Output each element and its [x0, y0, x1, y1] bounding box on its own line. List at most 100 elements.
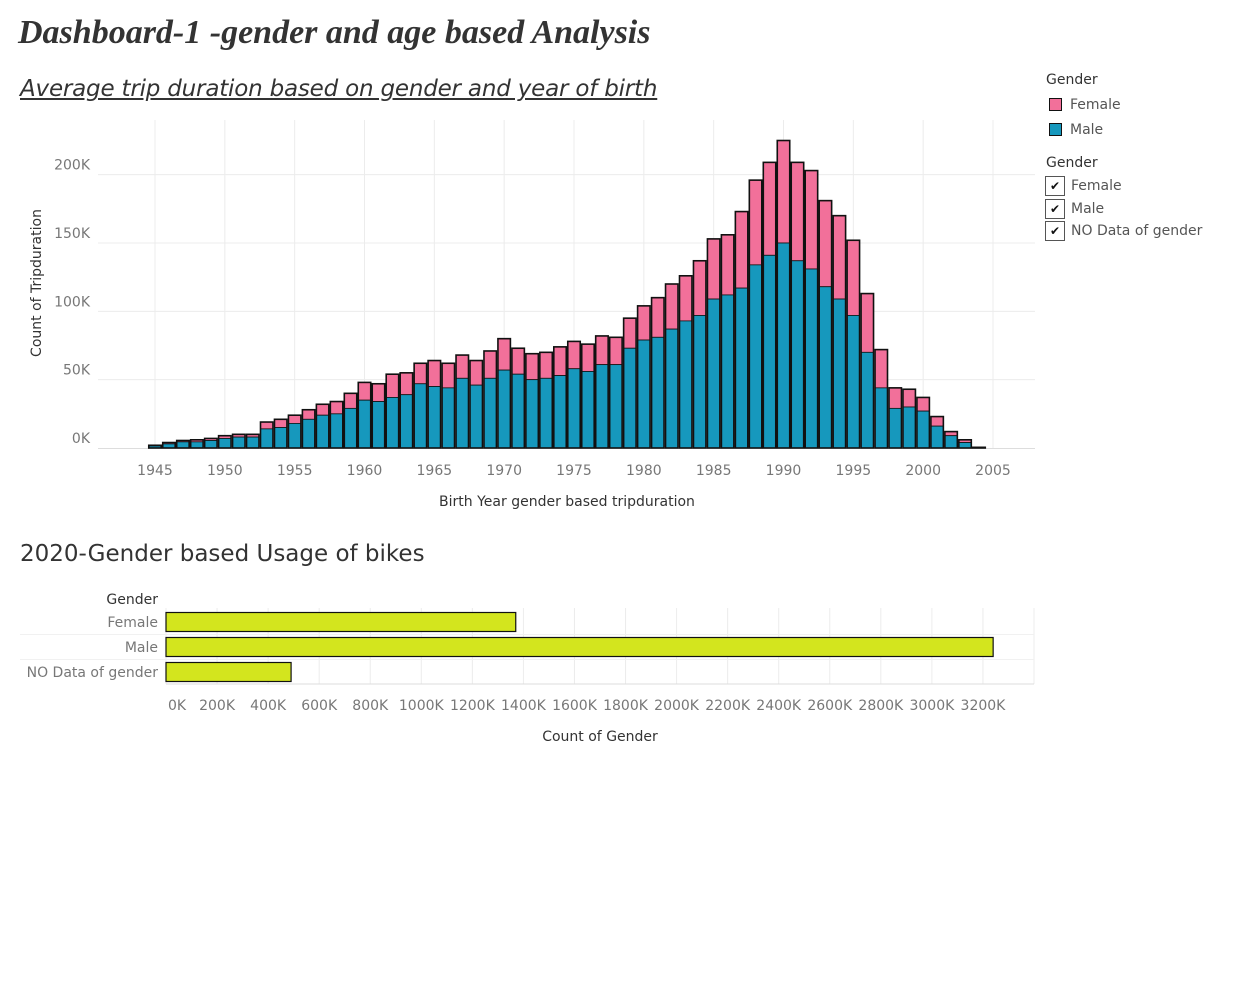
y-tick-label: 0K — [72, 431, 91, 447]
chart-title-gender-usage: 2020-Gender based Usage of bikes — [20, 541, 425, 567]
bar-outline — [371, 382, 386, 449]
bar-outline — [790, 161, 805, 449]
x-tick-label: 1950 — [207, 463, 243, 479]
dashboard-title: Dashboard-1 -gender and age based Analys… — [18, 14, 651, 51]
filter-label-no-data: NO Data of gender — [1071, 223, 1203, 240]
bar-outline — [147, 444, 163, 449]
x-tick-label: 1995 — [836, 463, 872, 479]
bar-outline — [650, 296, 665, 449]
bar-outline — [511, 347, 526, 449]
bar-outline — [818, 199, 833, 449]
x-tick-label: 2005 — [975, 463, 1011, 479]
x-axis-title: Count of Gender — [542, 729, 658, 745]
category-header: Gender — [106, 592, 158, 608]
bar-outline — [971, 446, 987, 449]
bar-outline — [958, 438, 973, 449]
bar-outline — [636, 305, 651, 449]
legend-title: Gender — [1046, 72, 1098, 88]
bar-outline — [175, 439, 190, 449]
category-label: NO Data of gender — [27, 665, 159, 681]
bar-outline — [832, 214, 847, 449]
bar-outline — [189, 438, 204, 449]
gender-usage-bar-chart: 0K 200K 400K 600K 800K 1000K 1200K 1400K 1600K 18… — [20, 592, 1035, 745]
bar-outline — [203, 437, 218, 449]
checkbox-checked-icon[interactable]: ✔ — [1045, 198, 1065, 219]
chart-title-tripduration: Average trip duration based on gender an… — [20, 76, 658, 102]
bar — [165, 661, 292, 683]
y-tick-label: 200K — [54, 158, 91, 174]
bar-outline — [580, 343, 596, 449]
bar — [165, 636, 994, 658]
x-tick-label: 2800K — [858, 698, 904, 714]
x-tick-label: 1955 — [277, 463, 313, 479]
x-tick-label: 3200K — [961, 698, 1007, 714]
bar-outline — [469, 359, 484, 449]
bar-outline — [343, 392, 358, 449]
x-tick-label: 2200K — [705, 698, 751, 714]
filter-item-female[interactable]: ✔ Female — [1045, 175, 1202, 198]
bar-outline — [385, 373, 400, 449]
bar-outline — [259, 421, 274, 449]
x-tick-label: 1600K — [552, 698, 598, 714]
male-swatch-icon — [1049, 123, 1062, 136]
x-tick-label: 3000K — [909, 698, 955, 714]
bar-outline — [692, 259, 707, 449]
bar-outline — [455, 354, 470, 449]
bar-outline — [315, 403, 330, 449]
category-label: Male — [125, 640, 158, 656]
x-tick-label: 1980 — [626, 463, 662, 479]
x-tick-label: 2600K — [807, 698, 853, 714]
checkbox-checked-icon[interactable]: ✔ — [1045, 176, 1065, 197]
x-tick-label: 600K — [301, 698, 338, 714]
bar-outline — [161, 441, 177, 449]
bar-outline — [874, 348, 889, 449]
checkbox-checked-icon[interactable]: ✔ — [1045, 221, 1065, 242]
bar-outline — [734, 210, 749, 449]
bar-outline — [622, 317, 637, 449]
bar-outline — [762, 161, 777, 449]
bar-outline — [944, 430, 959, 449]
bar-outline — [860, 292, 875, 449]
bar-outline — [217, 434, 232, 449]
bar-outline — [413, 362, 428, 449]
filter-label-female: Female — [1071, 178, 1122, 195]
y-axis-title: Count of Tripduration — [29, 209, 45, 357]
x-tick-label: 2000K — [654, 698, 700, 714]
bar-outline — [441, 362, 456, 449]
bar-outline — [916, 396, 931, 449]
bar-outline — [930, 415, 945, 449]
x-tick-label: 800K — [352, 698, 389, 714]
x-tick-label: 1200K — [450, 698, 496, 714]
x-tick-label: 1975 — [556, 463, 592, 479]
y-tick-label: 100K — [54, 294, 91, 310]
filter-item-no-data[interactable]: ✔ NO Data of gender — [1045, 220, 1202, 243]
legend-item-female[interactable]: Female — [1045, 92, 1121, 117]
x-tick-label: 1960 — [347, 463, 383, 479]
bar — [165, 611, 517, 633]
x-tick-label: 200K — [199, 698, 236, 714]
bar-outline — [552, 346, 568, 449]
category-label: Female — [107, 615, 158, 631]
bar-outline — [608, 336, 623, 449]
y-tick-label: 150K — [54, 226, 91, 242]
bar-outline — [748, 179, 763, 449]
x-tick-label: 1000K — [399, 698, 445, 714]
bar-outline — [720, 234, 735, 449]
bar-outline — [594, 335, 609, 449]
x-tick-label: 400K — [250, 698, 287, 714]
bar-outline — [706, 238, 721, 449]
bar-outline — [245, 433, 260, 449]
x-tick-label: 2400K — [756, 698, 802, 714]
legend-item-male[interactable]: Male — [1045, 117, 1121, 142]
tripduration-stacked-bar-chart: 0K 50K 100K 150K 200K 1945 1950 1955 1960 1965 197… — [29, 120, 1035, 510]
x-tick-label: 1985 — [696, 463, 732, 479]
x-tick-label: 0K — [168, 698, 187, 714]
female-swatch-icon — [1049, 98, 1062, 111]
bar-outline — [902, 388, 917, 449]
bar-outline — [287, 414, 302, 449]
filter-item-male[interactable]: ✔ Male — [1045, 198, 1202, 221]
bar-outline — [678, 274, 693, 449]
x-tick-label: 1965 — [417, 463, 453, 479]
bar-outline — [497, 337, 512, 449]
bar-outline — [399, 372, 414, 449]
